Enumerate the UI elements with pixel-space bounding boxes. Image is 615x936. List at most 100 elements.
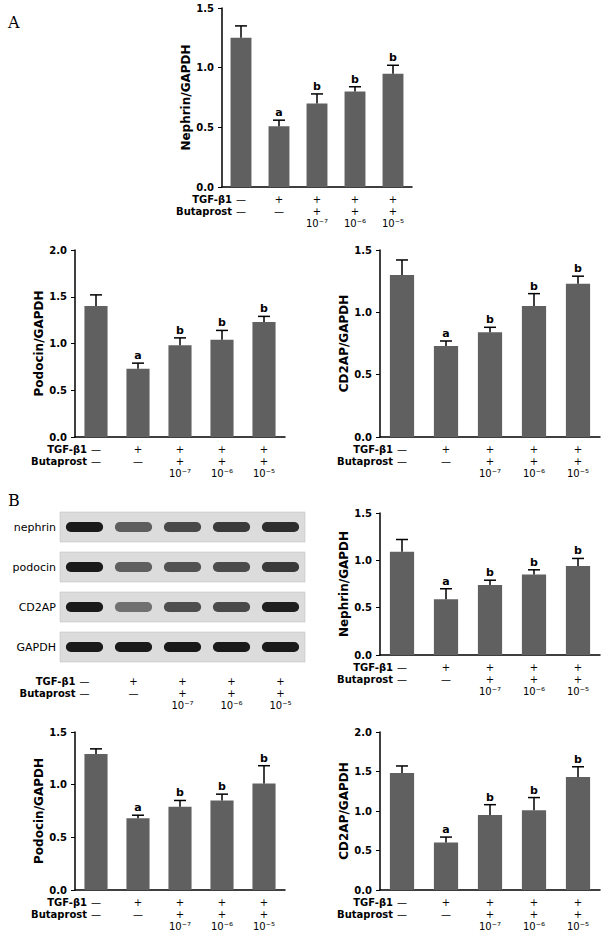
svg-text:—: — (91, 456, 101, 467)
svg-text:b: b (313, 80, 321, 93)
svg-text:b: b (260, 302, 268, 315)
svg-text:10⁻⁷: 10⁻⁷ (479, 921, 501, 932)
svg-text:+: + (129, 676, 137, 687)
svg-text:+: + (389, 206, 397, 217)
svg-text:+: + (351, 206, 359, 217)
svg-text:+: + (218, 909, 226, 920)
svg-text:+: + (574, 674, 582, 685)
svg-text:Butaprost: Butaprost (31, 909, 87, 920)
svg-text:2.0: 2.0 (49, 245, 67, 256)
svg-text:—: — (236, 194, 246, 205)
svg-text:+: + (486, 456, 494, 467)
svg-text:0.5: 0.5 (354, 369, 372, 380)
svg-text:Nephrin/GAPDH: Nephrin/GAPDH (179, 44, 193, 150)
svg-text:10⁻⁶: 10⁻⁶ (523, 468, 545, 479)
svg-text:0.0: 0.0 (49, 432, 67, 443)
svg-text:b: b (574, 753, 582, 766)
svg-text:10⁻⁶: 10⁻⁶ (211, 468, 233, 479)
svg-text:—: — (91, 909, 101, 920)
svg-text:—: — (236, 206, 246, 217)
svg-text:TGF-β1: TGF-β1 (47, 897, 87, 908)
svg-text:10⁻⁵: 10⁻⁵ (253, 468, 275, 479)
svg-text:TGF-β1: TGF-β1 (192, 194, 232, 205)
svg-text:+: + (442, 444, 450, 455)
svg-text:1.0: 1.0 (49, 779, 67, 790)
svg-text:1.5: 1.5 (196, 3, 214, 14)
svg-text:Butaprost: Butaprost (176, 206, 232, 217)
svg-text:b: b (574, 544, 582, 557)
svg-text:TGF-β1: TGF-β1 (353, 662, 393, 673)
svg-text:10⁻⁶: 10⁻⁶ (523, 921, 545, 932)
svg-text:—: — (397, 444, 407, 455)
svg-text:b: b (530, 556, 538, 569)
svg-text:—: — (80, 688, 90, 699)
svg-text:a: a (442, 327, 449, 340)
svg-text:b: b (218, 780, 226, 793)
svg-text:+: + (176, 897, 184, 908)
svg-text:+: + (442, 897, 450, 908)
svg-text:—: — (397, 674, 407, 685)
svg-text:+: + (260, 909, 268, 920)
svg-text:0.5: 0.5 (196, 122, 214, 133)
svg-text:+: + (178, 676, 186, 687)
svg-text:10⁻⁶: 10⁻⁶ (211, 921, 233, 932)
svg-text:+: + (530, 674, 538, 685)
svg-text:10⁻⁵: 10⁻⁵ (382, 218, 404, 229)
svg-text:+: + (260, 897, 268, 908)
svg-text:—: — (80, 676, 90, 687)
svg-text:a: a (134, 349, 141, 362)
svg-text:+: + (134, 897, 142, 908)
svg-text:+: + (486, 909, 494, 920)
svg-text:TGF-β1: TGF-β1 (353, 444, 393, 455)
svg-text:10⁻⁵: 10⁻⁵ (567, 686, 589, 697)
svg-text:+: + (351, 194, 359, 205)
svg-text:10⁻⁷: 10⁻⁷ (479, 468, 501, 479)
svg-text:10⁻⁷: 10⁻⁷ (169, 921, 191, 932)
svg-text:1.0: 1.0 (354, 806, 372, 817)
svg-text:b: b (176, 786, 184, 799)
svg-text:—: — (91, 897, 101, 908)
svg-text:+: + (227, 676, 235, 687)
svg-text:0.0: 0.0 (354, 885, 372, 896)
svg-text:b: b (530, 280, 538, 293)
svg-text:+: + (275, 194, 283, 205)
svg-text:+: + (134, 444, 142, 455)
svg-text:+: + (178, 688, 186, 699)
svg-text:—: — (274, 206, 284, 217)
svg-text:+: + (574, 456, 582, 467)
svg-text:GAPDH: GAPDH (17, 641, 56, 654)
svg-text:1.5: 1.5 (354, 766, 372, 777)
svg-text:1.0: 1.0 (354, 555, 372, 566)
svg-text:+: + (574, 897, 582, 908)
svg-text:+: + (574, 662, 582, 673)
svg-text:podocin: podocin (12, 561, 56, 574)
svg-text:Nephrin/GAPDH: Nephrin/GAPDH (337, 531, 351, 637)
svg-text:Butaprost: Butaprost (337, 456, 393, 467)
svg-text:+: + (276, 676, 284, 687)
svg-text:+: + (530, 909, 538, 920)
svg-text:—: — (441, 674, 451, 685)
svg-text:a: a (442, 575, 449, 588)
svg-text:nephrin: nephrin (14, 521, 56, 534)
svg-text:+: + (176, 444, 184, 455)
svg-text:+: + (530, 662, 538, 673)
svg-text:+: + (486, 897, 494, 908)
svg-text:+: + (176, 909, 184, 920)
svg-text:+: + (530, 444, 538, 455)
svg-text:0.5: 0.5 (354, 602, 372, 613)
svg-text:+: + (276, 688, 284, 699)
svg-text:TGF-β1: TGF-β1 (36, 676, 76, 687)
svg-text:—: — (133, 909, 143, 920)
svg-text:10⁻⁶: 10⁻⁶ (523, 686, 545, 697)
svg-text:10⁻⁵: 10⁻⁵ (269, 700, 291, 711)
svg-text:Butaprost: Butaprost (31, 456, 87, 467)
svg-text:10⁻⁷: 10⁻⁷ (479, 686, 501, 697)
svg-text:CD2AP/GAPDH: CD2AP/GAPDH (337, 295, 351, 393)
svg-text:+: + (313, 206, 321, 217)
svg-text:+: + (442, 662, 450, 673)
svg-text:—: — (397, 897, 407, 908)
svg-text:b: b (486, 566, 494, 579)
svg-text:Butaprost: Butaprost (337, 674, 393, 685)
svg-text:TGF-β1: TGF-β1 (353, 897, 393, 908)
svg-text:0.0: 0.0 (49, 885, 67, 896)
